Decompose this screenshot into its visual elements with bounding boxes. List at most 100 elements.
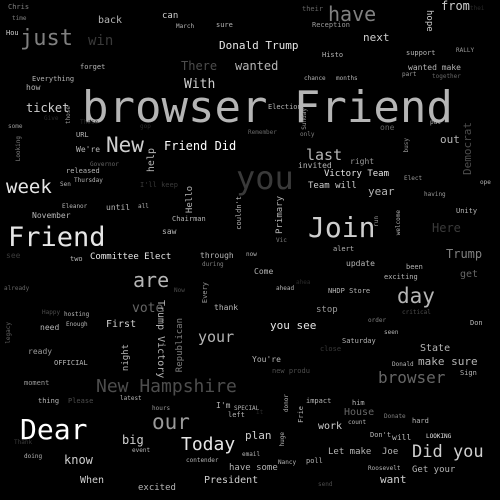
cloud-word: contender (186, 457, 219, 464)
cloud-word: help (146, 148, 157, 173)
cloud-word: are (133, 268, 170, 292)
cloud-word: see (6, 251, 21, 260)
cloud-word: Election (268, 103, 302, 111)
cloud-word: impact (306, 397, 332, 405)
cloud-word: hosting (64, 311, 90, 318)
cloud-word: Joe (382, 447, 399, 457)
cloud-word: those (65, 106, 72, 125)
cloud-word: Friend Did (164, 139, 237, 153)
cloud-word: Donald Trump (219, 39, 299, 52)
cloud-word: week (6, 176, 52, 198)
cloud-word: legacy (5, 322, 12, 344)
cloud-word: through (200, 251, 234, 260)
cloud-word: Roosevelt (368, 465, 401, 472)
cloud-word: have (328, 2, 377, 26)
cloud-word: will (392, 433, 412, 442)
cloud-word: win (88, 33, 114, 49)
cloud-word: Donate (384, 413, 406, 420)
cloud-word: Governor (90, 161, 119, 168)
cloud-word: saw (162, 227, 177, 236)
cloud-word: Chairman (172, 215, 206, 223)
cloud-word: March (176, 23, 195, 30)
cloud-word: Histo (322, 51, 344, 59)
cloud-word: We're (76, 145, 101, 154)
cloud-word: Every (201, 282, 209, 304)
cloud-word: part (402, 71, 417, 78)
cloud-word: day (397, 284, 435, 308)
cloud-word: Nancy (278, 459, 297, 466)
cloud-word: Those (80, 119, 99, 126)
cloud-word: him (352, 399, 365, 407)
cloud-word: hard (412, 417, 429, 425)
cloud-word: two (70, 255, 83, 263)
cloud-word: RALLY (456, 47, 475, 54)
cloud-word: email (242, 451, 261, 458)
cloud-word: Today (181, 434, 236, 455)
cloud-word: latest (120, 395, 142, 402)
cloud-word: chance (304, 75, 326, 82)
cloud-word: Reception (312, 21, 350, 29)
cloud-word: Sign (460, 369, 477, 377)
cloud-word: need (40, 323, 60, 332)
cloud-word: hope (424, 10, 434, 32)
cloud-word: Victory Team (324, 169, 390, 179)
cloud-word: Please (68, 397, 94, 405)
cloud-word: New (106, 133, 144, 157)
cloud-word: couldn't (235, 196, 243, 230)
cloud-word: ope (480, 179, 491, 186)
cloud-word: having (424, 191, 446, 198)
cloud-word: back (98, 15, 123, 26)
cloud-word: busy (403, 138, 410, 153)
cloud-word: When (80, 475, 105, 486)
cloud-word: during (202, 261, 224, 268)
cloud-word: Did you (412, 442, 484, 462)
cloud-word: Sunday (301, 108, 308, 130)
cloud-word: OFFICIAL (54, 359, 88, 367)
cloud-word: SPECIAL (234, 405, 260, 412)
cloud-word: Enough (66, 321, 88, 328)
cloud-word: hours (152, 405, 171, 412)
cloud-word: LOOKING (426, 433, 452, 440)
cloud-word: new produ (272, 367, 310, 375)
cloud-word: Chris (8, 3, 30, 11)
cloud-word: I'll keep (140, 181, 178, 189)
cloud-word: ahea (296, 279, 311, 286)
cloud-word: Happy (42, 309, 61, 316)
cloud-word: seen (384, 329, 399, 336)
cloud-word: send (318, 481, 333, 488)
cloud-word: until (106, 203, 131, 212)
cloud-word: from (441, 0, 470, 13)
cloud-word: you see (270, 319, 317, 332)
cloud-word: Vic (276, 237, 287, 244)
cloud-word: put (430, 119, 441, 126)
cloud-word: year (368, 185, 395, 198)
cloud-word: welcome (395, 210, 402, 236)
cloud-word: plan (245, 429, 272, 442)
cloud-word: count (348, 419, 367, 426)
cloud-word: Primary (275, 196, 285, 234)
cloud-word: been (406, 263, 423, 271)
cloud-word: close (320, 345, 342, 353)
cloud-word: wanted (235, 59, 279, 73)
cloud-word: out (440, 133, 460, 146)
cloud-word: next (363, 31, 390, 44)
cloud-word: your (198, 328, 235, 346)
cloud-word: URL (76, 131, 89, 139)
cloud-word: Now (174, 287, 185, 294)
cloud-word: doing (24, 453, 43, 460)
cloud-word: There (181, 59, 218, 73)
cloud-word: released (66, 167, 100, 175)
cloud-word: Sen (60, 181, 71, 188)
cloud-word: make sure (418, 355, 478, 368)
cloud-word: Let make (328, 447, 372, 457)
cloud-word: support (406, 49, 436, 57)
cloud-word: wanted make (408, 63, 461, 72)
cloud-word: Come (254, 267, 274, 276)
cloud-word: one (380, 123, 395, 132)
cloud-word: already (4, 285, 30, 292)
cloud-word: have some (229, 463, 278, 473)
cloud-word: last (306, 146, 343, 164)
cloud-word: ahead (276, 285, 295, 292)
cloud-word: poll (306, 457, 323, 465)
